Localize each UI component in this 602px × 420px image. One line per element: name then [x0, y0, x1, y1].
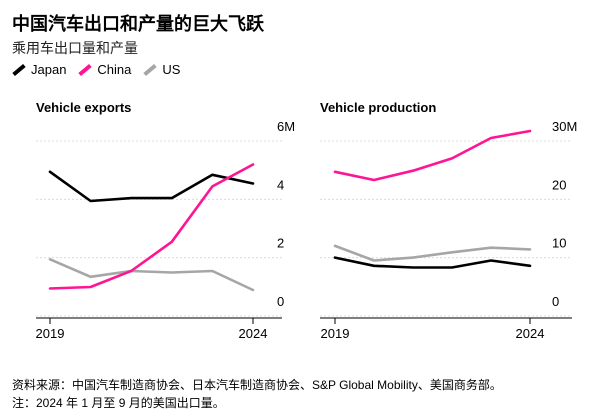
- legend-item-us: US: [143, 62, 180, 77]
- exports-ytick-label: 4: [277, 177, 284, 192]
- chart-title: 中国汽车出口和产量的巨大飞跃: [12, 14, 264, 34]
- exports-ytick-label: 6M: [277, 119, 295, 134]
- exports-series-china: [48, 163, 255, 290]
- legend-item-china: China: [78, 62, 131, 77]
- production-xtick-label: 2019: [321, 326, 350, 341]
- production-ytick-label: 30M: [552, 119, 577, 134]
- exports-panel-title: Vehicle exports: [36, 100, 132, 115]
- production-series-us: [333, 244, 532, 262]
- legend-label-china: China: [97, 62, 132, 77]
- production-panel-title: Vehicle production: [320, 100, 437, 115]
- exports-xtick-label: 2024: [239, 326, 268, 341]
- legend-label-japan: Japan: [31, 62, 67, 77]
- exports-series-japan: [48, 170, 255, 203]
- chart-subtitle: 乘用车出口量和产量: [12, 40, 138, 56]
- legend-item-japan: Japan: [12, 62, 66, 77]
- legend-label-us: US: [162, 62, 181, 77]
- exports-ytick-label: 2: [277, 236, 284, 251]
- legend: Japan China US: [12, 62, 192, 77]
- exports-series-us: [48, 257, 255, 292]
- production-series-china: [333, 129, 532, 182]
- footnote: 注：2024 年 1 月至 9 月的美国出口量。: [12, 396, 225, 410]
- source-note: 资料来源：中国汽车制造商协会、日本汽车制造商协会、S&P Global Mobi…: [12, 378, 502, 392]
- production-series-japan: [333, 256, 532, 269]
- production-ytick-label: 20: [552, 177, 566, 192]
- production-ytick-label: 10: [552, 236, 566, 251]
- exports-xtick-label: 2019: [36, 326, 65, 341]
- production-ytick-label: 0: [552, 294, 559, 309]
- exports-ytick-label: 0: [277, 294, 284, 309]
- production-xtick-label: 2024: [516, 326, 545, 341]
